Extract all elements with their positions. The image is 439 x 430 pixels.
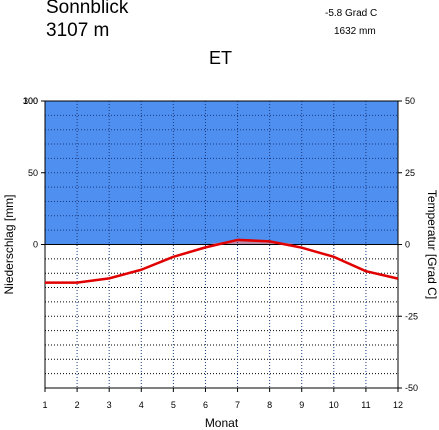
x-tick-label: 7	[235, 400, 240, 410]
x-tick-label: 2	[75, 400, 80, 410]
right-tick-label: 0	[405, 240, 410, 250]
x-tick-label: 3	[107, 400, 112, 410]
x-tick-label: 5	[171, 400, 176, 410]
left-tick-label: 100	[23, 96, 38, 106]
left-tick-label: 0	[33, 240, 38, 250]
y-axis-title-left: Niederschlag [mm]	[2, 194, 16, 294]
right-tick-label: -50	[405, 383, 418, 393]
annual-precipitation: 1632 mm	[334, 26, 376, 37]
station-name: Sonnblick	[46, 0, 129, 18]
mean-temperature: -5.8 Grad C	[325, 8, 378, 19]
x-axis-title: Monat	[205, 416, 239, 430]
x-tick-label: 8	[267, 400, 272, 410]
x-tick-label: 12	[393, 400, 403, 410]
x-tick-label: 4	[139, 400, 144, 410]
x-tick-label: 6	[203, 400, 208, 410]
right-tick-label: -25	[405, 311, 418, 321]
left-tick-label: 300	[23, 96, 38, 106]
right-tick-label: 50	[405, 96, 415, 106]
climate-class: ET	[209, 48, 233, 68]
x-tick-label: 11	[361, 400, 370, 410]
humid-overlap-area	[45, 239, 398, 245]
right-tick-label: 25	[405, 168, 415, 178]
x-tick-label: 1	[42, 400, 47, 410]
x-tick-label: 10	[329, 400, 339, 410]
y-axis-title-right: Temperatur [Grad C]	[425, 190, 439, 299]
x-tick-label: 9	[299, 400, 304, 410]
station-elevation: 3107 m	[46, 20, 110, 41]
temperature-line	[45, 238, 399, 284]
left-tick-label: 50	[28, 168, 38, 178]
